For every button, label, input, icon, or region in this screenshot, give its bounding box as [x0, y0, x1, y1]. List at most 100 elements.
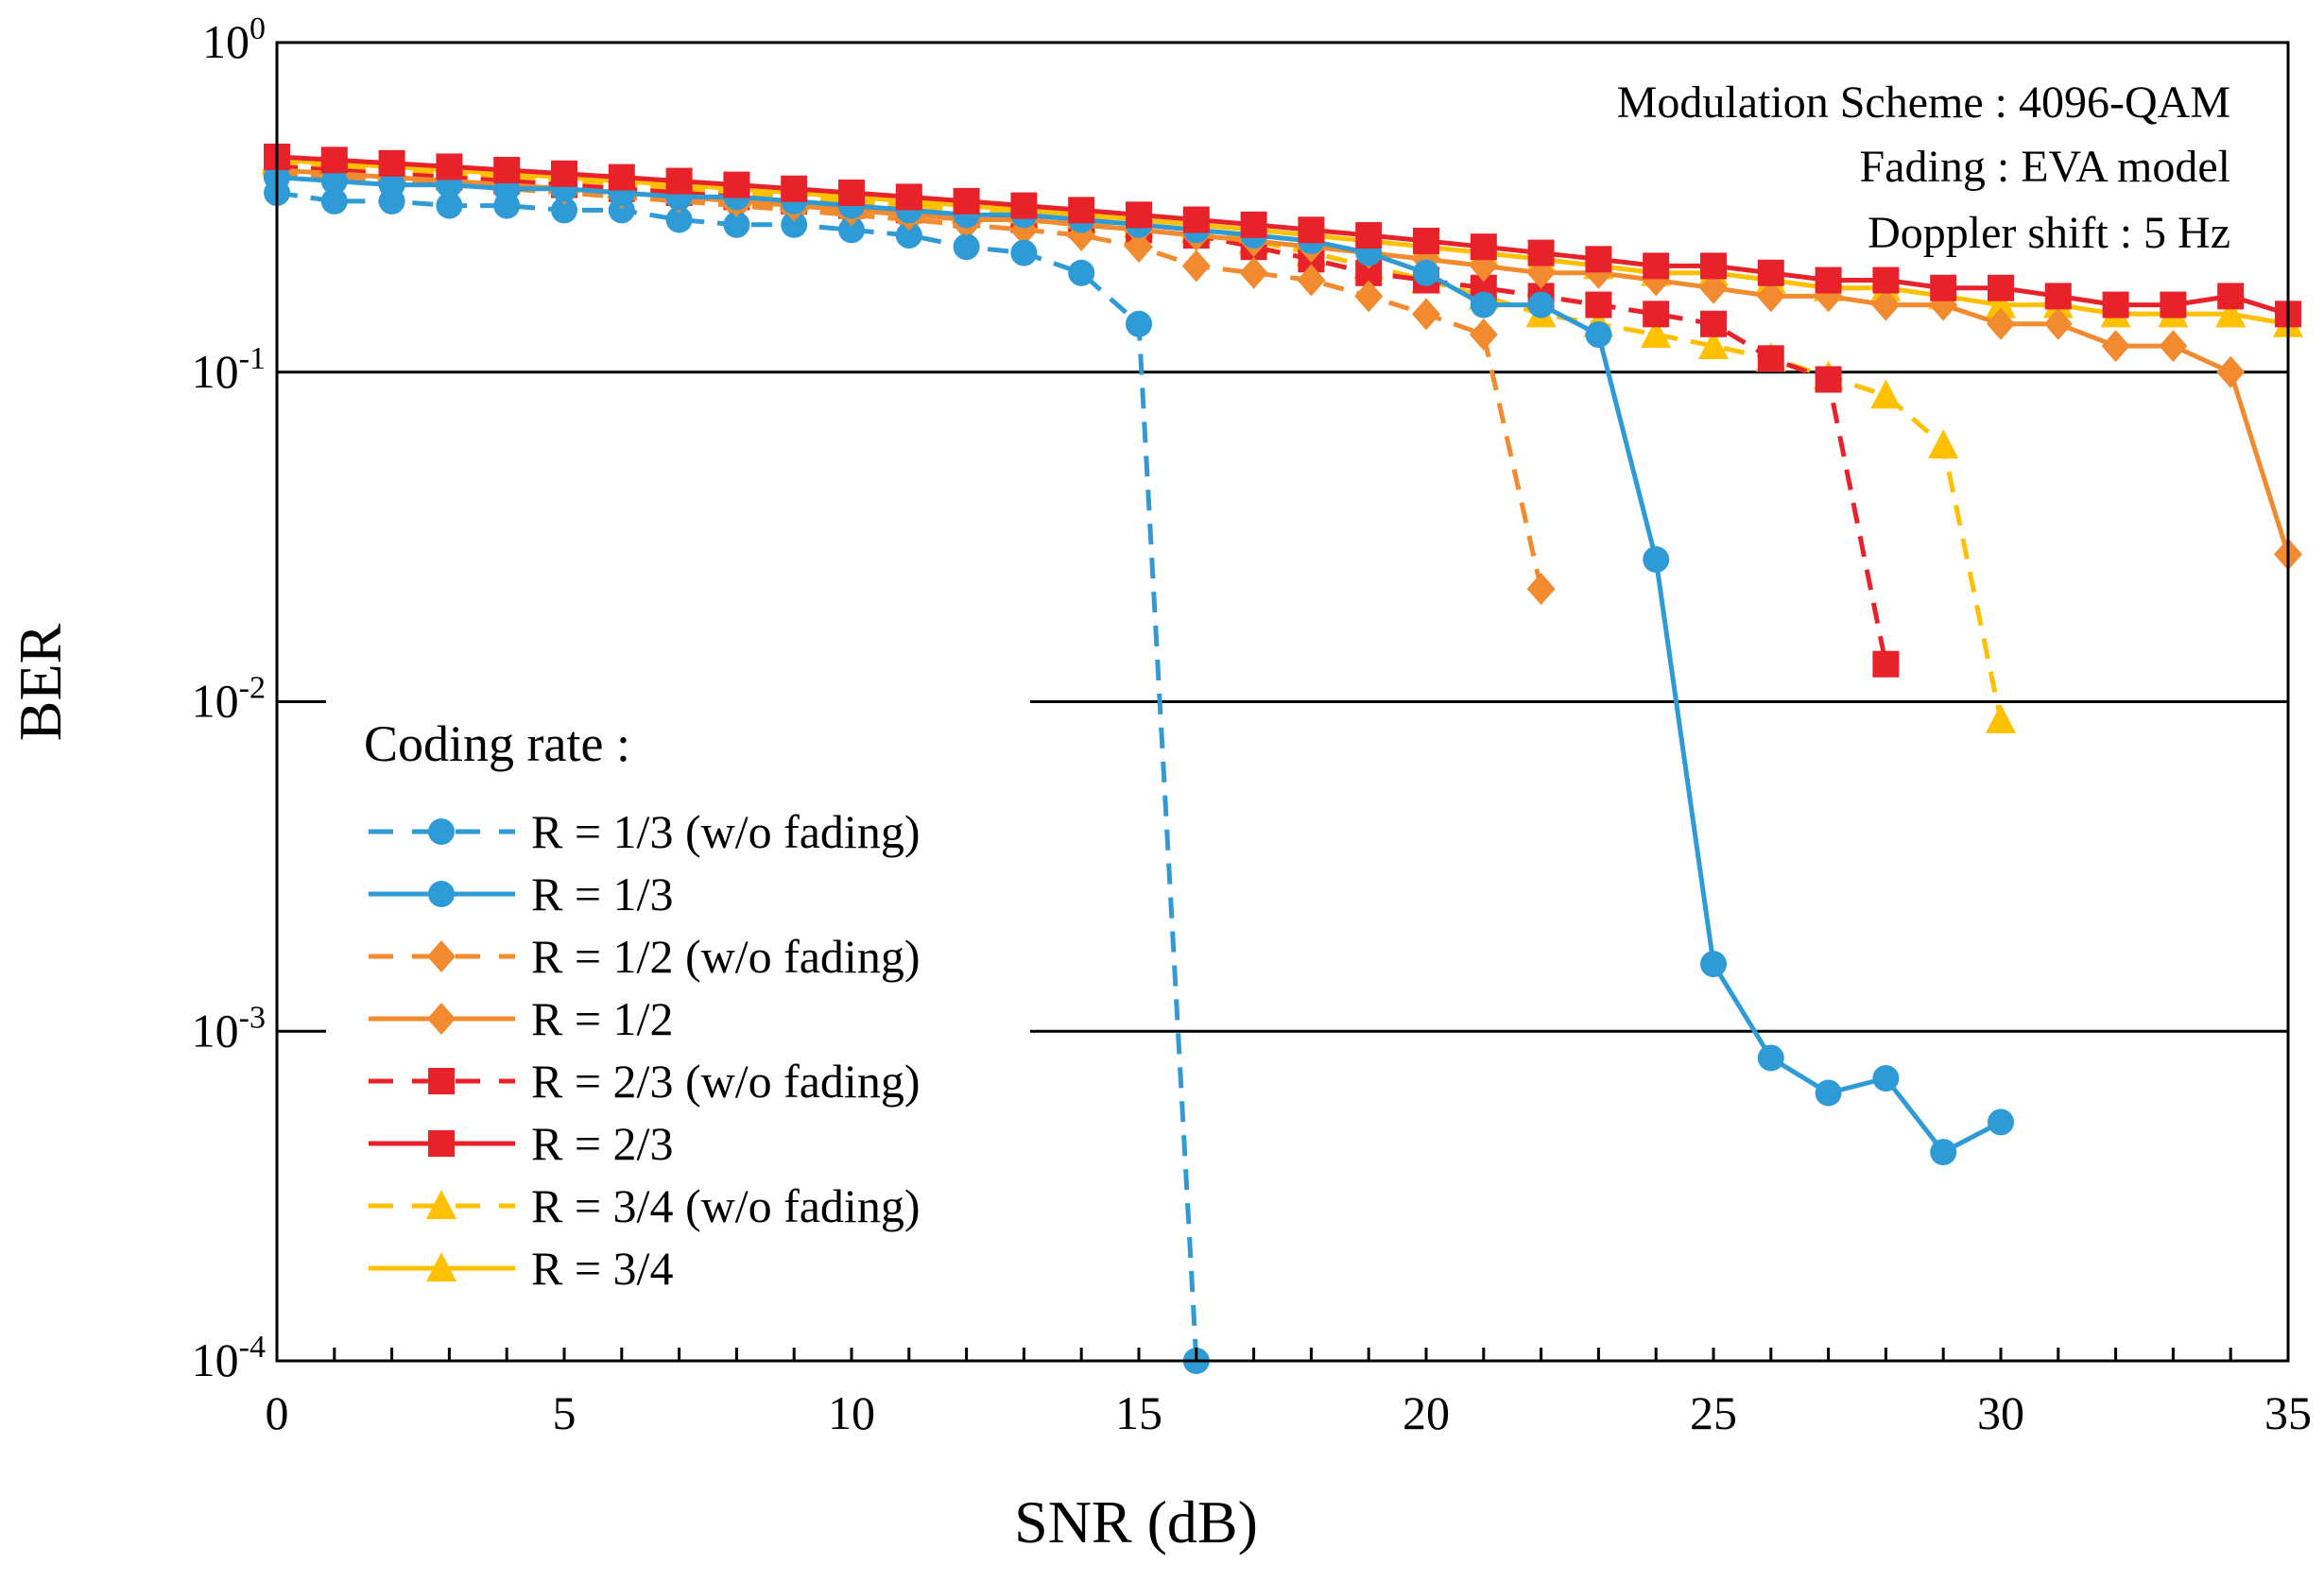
- data-point: [2215, 298, 2247, 328]
- data-point: [1698, 330, 1729, 360]
- data-point: [493, 157, 521, 184]
- data-point: [1756, 280, 1785, 313]
- data-point: [838, 216, 865, 244]
- data-point: [1988, 274, 2014, 301]
- x-tick-label: 15: [1115, 1386, 1162, 1439]
- data-point: [1068, 259, 1095, 286]
- data-point: [1527, 239, 1555, 267]
- data-point: [1413, 227, 1439, 254]
- data-point: [551, 160, 577, 187]
- data-point: [1757, 345, 1784, 372]
- data-point: [1872, 650, 1900, 678]
- data-point: [1413, 259, 1439, 286]
- y-tick-label: 10-2: [192, 671, 266, 728]
- data-point: [1240, 211, 1267, 238]
- data-point: [1872, 1065, 1900, 1092]
- data-point: [320, 146, 348, 174]
- x-tick-label: 35: [2264, 1386, 2312, 1439]
- data-point: [1986, 703, 2016, 733]
- data-point: [436, 192, 463, 219]
- data-point: [1470, 291, 1497, 318]
- data-point: [1527, 291, 1555, 318]
- data-point: [1699, 271, 1728, 304]
- legend-label: R = 1/3 (w/o fading): [531, 805, 920, 858]
- data-point: [1700, 252, 1727, 280]
- data-point: [1239, 256, 1268, 289]
- data-point: [781, 211, 808, 238]
- data-point: [1815, 366, 1842, 393]
- y-axis-title: BER: [7, 623, 74, 741]
- data-point: [1068, 197, 1095, 224]
- y-tick-label: 10-1: [192, 341, 266, 398]
- data-point: [1585, 291, 1612, 318]
- legend-item-r-1-2-w-o-fading: R = 1/2 (w/o fading): [369, 930, 920, 983]
- legend-item-r-1-3: R = 1/3: [369, 868, 673, 920]
- data-point: [1815, 267, 1842, 294]
- annotation-doppler: Doppler shift : 5 Hz: [1868, 208, 2230, 258]
- data-point: [320, 167, 348, 195]
- data-point: [1010, 239, 1038, 267]
- legend-marker-swatch: [428, 881, 455, 907]
- data-point: [2044, 283, 2072, 310]
- data-point: [1354, 280, 1384, 313]
- data-point: [1988, 1109, 2014, 1136]
- data-point: [1469, 318, 1498, 352]
- data-point: [953, 187, 980, 215]
- data-point: [2217, 283, 2245, 310]
- legend-marker-swatch: [428, 818, 455, 845]
- data-point: [723, 171, 750, 198]
- y-tick-label: 10-3: [192, 1000, 266, 1057]
- data-point: [1757, 259, 1784, 286]
- data-point: [1470, 233, 1497, 261]
- data-point: [1928, 429, 1959, 459]
- data-point: [2159, 330, 2188, 363]
- data-point: [378, 149, 405, 177]
- data-point: [781, 175, 808, 202]
- legend-label: R = 2/3 (w/o fading): [531, 1055, 920, 1108]
- data-point: [2102, 291, 2129, 318]
- legend: Coding rate : R = 1/3 (w/o fading)R = 1/…: [326, 695, 1030, 1309]
- series-r-2-3: [264, 143, 2301, 328]
- legend-marker-swatch: [428, 1130, 455, 1157]
- data-point: [895, 183, 922, 211]
- data-point: [378, 171, 405, 198]
- plot-frame: [275, 41, 2290, 1363]
- annotation-fading: Fading : EVA model: [1860, 142, 2230, 192]
- data-point: [551, 197, 577, 224]
- legend-label: R = 2/3: [531, 1117, 673, 1170]
- data-point: [2043, 307, 2073, 340]
- data-point: [2101, 330, 2130, 363]
- legend-label: R = 3/4: [531, 1242, 673, 1295]
- data-point: [953, 233, 980, 261]
- x-axis-title: SNR (dB): [1014, 1488, 1258, 1556]
- data-point: [1526, 573, 1556, 606]
- series-layer: [262, 143, 2303, 1374]
- x-tick-label: 0: [266, 1386, 289, 1439]
- data-point: [1870, 379, 1902, 409]
- data-point: [1987, 307, 2015, 340]
- legend-items: R = 1/3 (w/o fading) R = 1/3 R = 1/2 (w/o …: [369, 805, 920, 1295]
- legend-title: Coding rate :: [364, 715, 630, 772]
- x-tick-label: 30: [1977, 1386, 2024, 1439]
- data-point: [2160, 291, 2187, 318]
- data-point: [1643, 301, 1670, 328]
- legend-item-r-1-2: R = 1/2: [369, 992, 673, 1045]
- data-point: [1986, 288, 2016, 318]
- data-point: [1182, 206, 1210, 233]
- data-point: [1010, 192, 1038, 219]
- x-tick-label: 5: [553, 1386, 577, 1439]
- data-point: [1815, 1079, 1842, 1107]
- data-point: [1930, 1139, 1957, 1166]
- data-point: [1125, 231, 1153, 264]
- data-point: [1585, 246, 1612, 273]
- legend-item-r-3-4: R = 3/4: [369, 1242, 673, 1295]
- legend-marker-swatch: [426, 1190, 456, 1219]
- data-point: [838, 180, 865, 207]
- annotation-modulation: Modulation Scheme : 4096-QAM: [1617, 77, 2230, 128]
- data-point: [1181, 249, 1211, 283]
- data-point: [1126, 310, 1152, 337]
- data-point: [1871, 288, 1901, 321]
- data-point: [608, 163, 635, 191]
